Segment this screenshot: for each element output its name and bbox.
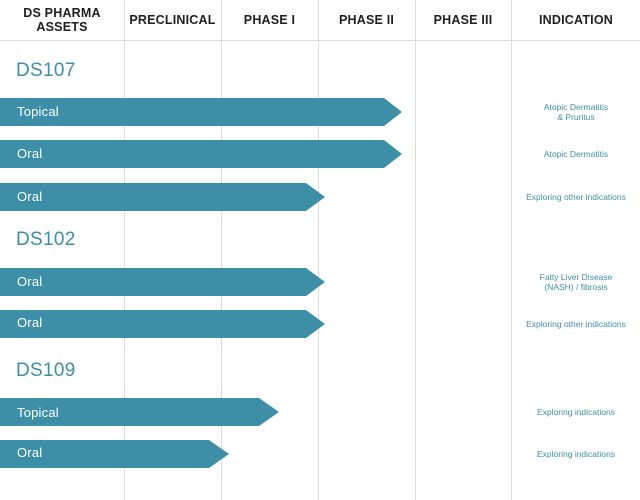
asset-title-ds107: DS107 xyxy=(16,60,76,81)
header-phase-3: PHASE III xyxy=(433,13,493,27)
bar-label: Oral xyxy=(17,274,43,289)
grid-line xyxy=(221,0,222,500)
header-preclinical: PRECLINICAL xyxy=(129,13,216,27)
bar-label: Topical xyxy=(17,405,59,420)
bar-label: Topical xyxy=(17,104,59,119)
indication-text: Exploring other indications xyxy=(526,192,626,202)
header-phase-1: PHASE I xyxy=(243,13,296,27)
grid-line xyxy=(318,0,319,500)
header-assets: DS PHARMA ASSETS xyxy=(23,6,101,34)
grid-line xyxy=(124,0,125,500)
bar-label: Oral xyxy=(17,315,43,330)
header-indication: INDICATION xyxy=(539,13,613,27)
asset-title-ds102: DS102 xyxy=(16,229,76,250)
bar-label: Oral xyxy=(17,146,43,161)
grid-line xyxy=(511,0,512,500)
indication-text: Atopic Dermatitis xyxy=(543,149,609,159)
progress-bar xyxy=(0,98,402,126)
progress-bar xyxy=(0,310,325,338)
progress-bar xyxy=(0,183,325,211)
progress-bar xyxy=(0,398,279,426)
progress-bar xyxy=(0,440,229,468)
indication-text: Fatty Liver Disease (NASH) / fibrosis xyxy=(539,272,613,292)
progress-bar xyxy=(0,268,325,296)
indication-text: Atopic Dermatitis & Pruritus xyxy=(543,102,609,122)
indication-text: Exploring indications xyxy=(537,407,615,417)
progress-bar xyxy=(0,140,402,168)
bar-label: Oral xyxy=(17,445,43,460)
indication-text: Exploring indications xyxy=(537,449,615,459)
asset-title-ds109: DS109 xyxy=(16,360,76,381)
bar-label: Oral xyxy=(17,189,43,204)
grid-line xyxy=(415,0,416,500)
header-phase-2: PHASE II xyxy=(338,13,395,27)
indication-text: Exploring other indications xyxy=(526,319,626,329)
header-divider xyxy=(0,40,640,41)
